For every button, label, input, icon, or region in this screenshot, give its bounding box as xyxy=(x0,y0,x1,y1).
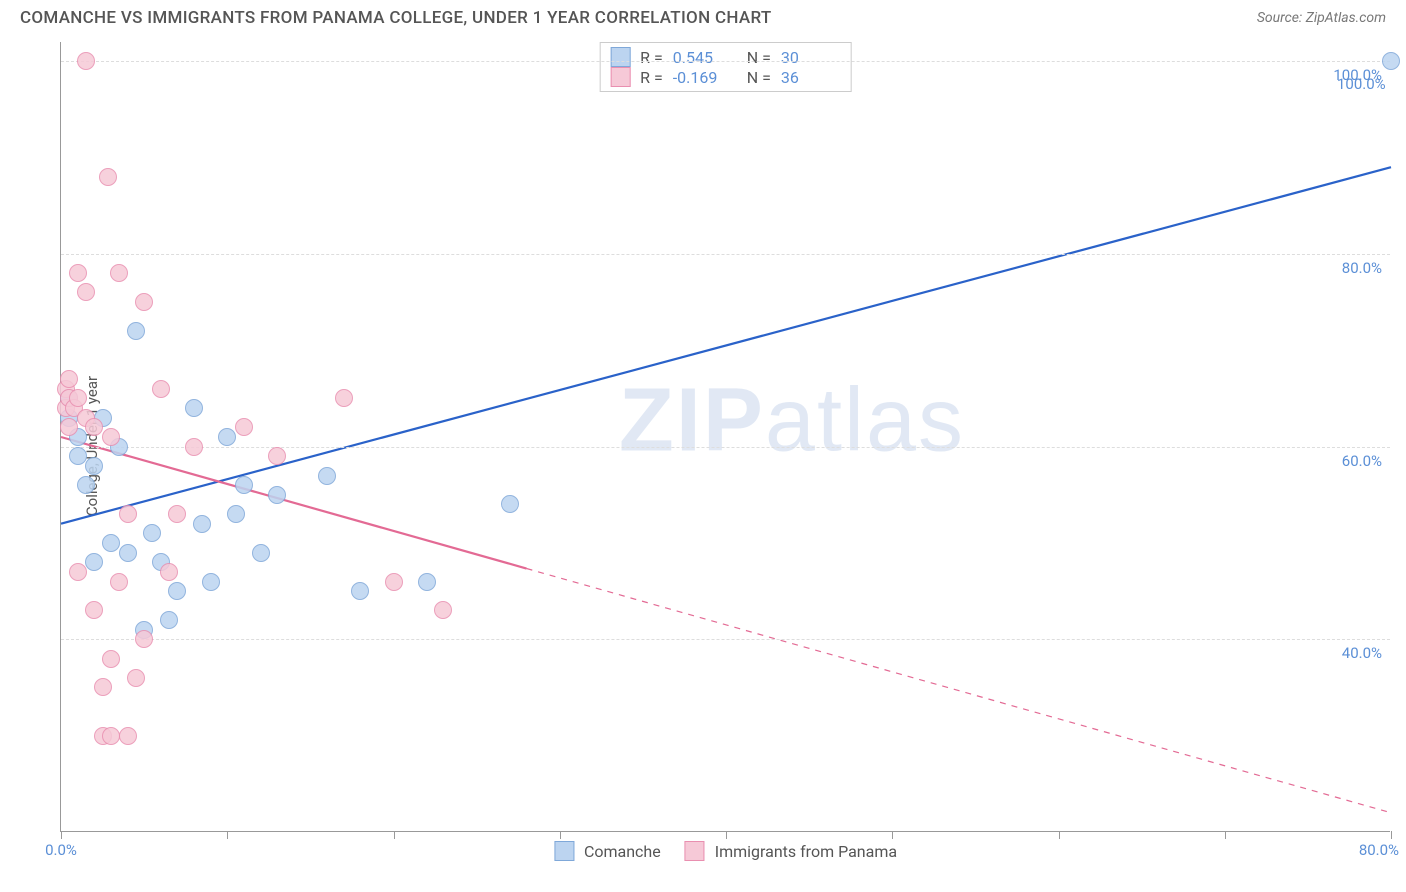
source-label: Source: ZipAtlas.com xyxy=(1257,10,1386,26)
scatter-point xyxy=(77,52,95,70)
r-label: R = xyxy=(640,68,667,87)
scatter-point xyxy=(168,505,186,523)
scatter-point xyxy=(69,264,87,282)
scatter-point xyxy=(418,573,436,591)
scatter-point xyxy=(135,293,153,311)
scatter-point xyxy=(218,428,236,446)
scatter-point xyxy=(185,399,203,417)
legend-stat-row: R = 0.545 N = 30 xyxy=(610,47,841,67)
scatter-point xyxy=(69,563,87,581)
watermark: ZIPatlas xyxy=(619,369,965,472)
scatter-point xyxy=(69,389,87,407)
scatter-point xyxy=(119,505,137,523)
r-label: R = xyxy=(640,48,667,67)
scatter-point xyxy=(119,544,137,562)
x-tick xyxy=(726,831,727,839)
x-tick xyxy=(560,831,561,839)
legend-swatch xyxy=(610,67,630,87)
x-tick xyxy=(1059,831,1060,839)
scatter-point xyxy=(85,457,103,475)
scatter-point xyxy=(102,650,120,668)
scatter-point xyxy=(385,573,403,591)
scatter-point xyxy=(127,669,145,687)
x-tick xyxy=(394,831,395,839)
scatter-point xyxy=(94,678,112,696)
x-tick xyxy=(1391,831,1392,839)
scatter-point xyxy=(235,476,253,494)
legend-item: Comanche xyxy=(554,841,661,861)
x-tick-label: 80.0% xyxy=(1359,841,1399,859)
scatter-point xyxy=(168,582,186,600)
scatter-point xyxy=(202,573,220,591)
scatter-point xyxy=(268,447,286,465)
scatter-point xyxy=(434,601,452,619)
r-value: 0.545 xyxy=(673,48,733,67)
scatter-point xyxy=(185,438,203,456)
scatter-point xyxy=(85,553,103,571)
n-label: N = xyxy=(739,48,775,67)
n-value: 30 xyxy=(781,48,841,67)
scatter-point xyxy=(152,380,170,398)
y-tick-label: 60.0% xyxy=(1342,452,1382,470)
x-tick xyxy=(892,831,893,839)
y-tick-label: 80.0% xyxy=(1342,259,1382,277)
legend-item: Immigrants from Panama xyxy=(685,841,897,861)
scatter-point xyxy=(143,524,161,542)
legend-label: Comanche xyxy=(584,842,661,861)
point-label: 100.0% xyxy=(1337,75,1386,93)
n-label: N = xyxy=(739,68,775,87)
scatter-point xyxy=(235,418,253,436)
scatter-point xyxy=(1382,52,1400,70)
scatter-point xyxy=(102,727,120,745)
legend-swatch xyxy=(554,841,574,861)
x-tick xyxy=(227,831,228,839)
scatter-point xyxy=(69,447,87,465)
scatter-point xyxy=(102,428,120,446)
legend-swatch xyxy=(685,841,705,861)
scatter-point xyxy=(193,515,211,533)
scatter-point xyxy=(318,467,336,485)
scatter-point xyxy=(160,563,178,581)
scatter-point xyxy=(127,322,145,340)
scatter-point xyxy=(227,505,245,523)
scatter-point xyxy=(351,582,369,600)
legend-stat-row: R = -0.169 N = 36 xyxy=(610,67,841,87)
n-value: 36 xyxy=(781,68,841,87)
scatter-point xyxy=(110,573,128,591)
legend-stats: R = 0.545 N = 30R = -0.169 N = 36 xyxy=(599,42,852,92)
trend-lines-svg xyxy=(61,42,1390,831)
gridline xyxy=(61,639,1390,640)
scatter-point xyxy=(60,418,78,436)
y-tick-label: 40.0% xyxy=(1342,644,1382,662)
x-tick xyxy=(1225,831,1226,839)
gridline xyxy=(61,447,1390,448)
scatter-point xyxy=(135,630,153,648)
scatter-point xyxy=(85,601,103,619)
scatter-point xyxy=(335,389,353,407)
scatter-point xyxy=(99,168,117,186)
chart-title: COMANCHE VS IMMIGRANTS FROM PANAMA COLLE… xyxy=(20,8,772,28)
gridline xyxy=(61,254,1390,255)
scatter-point xyxy=(77,283,95,301)
x-tick xyxy=(61,831,62,839)
scatter-point xyxy=(160,611,178,629)
scatter-point xyxy=(110,264,128,282)
legend-label: Immigrants from Panama xyxy=(715,842,897,861)
x-tick-label: 0.0% xyxy=(45,841,77,859)
r-value: -0.169 xyxy=(673,68,733,87)
scatter-point xyxy=(252,544,270,562)
scatter-point xyxy=(102,534,120,552)
scatter-point xyxy=(85,418,103,436)
scatter-point xyxy=(60,370,78,388)
legend-swatch xyxy=(610,47,630,67)
chart-plot-area: ZIPatlas R = 0.545 N = 30R = -0.169 N = … xyxy=(60,42,1390,832)
scatter-point xyxy=(77,476,95,494)
gridline xyxy=(61,61,1390,62)
scatter-point xyxy=(501,495,519,513)
scatter-point xyxy=(268,486,286,504)
legend-series: Comanche Immigrants from Panama xyxy=(554,841,897,861)
scatter-point xyxy=(119,727,137,745)
